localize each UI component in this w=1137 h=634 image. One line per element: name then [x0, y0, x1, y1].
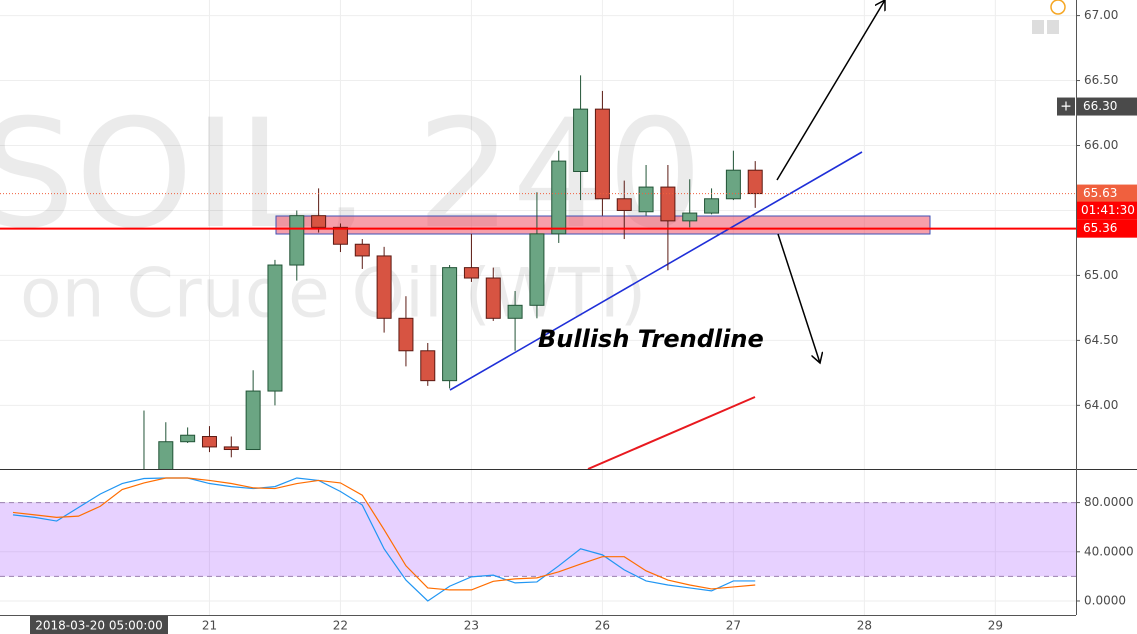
candle-body: [616, 198, 632, 211]
candle-body: [725, 169, 741, 200]
candle-body: [463, 267, 479, 279]
candle-body: [573, 108, 589, 172]
candle-body: [594, 108, 610, 200]
y-tick-label: 40.0000: [1084, 544, 1134, 558]
price-label-box: [1077, 97, 1137, 116]
candle-body: [289, 215, 305, 266]
candle-body: [442, 267, 458, 382]
crosshair-plus-box: [1057, 97, 1075, 116]
candle-body: [267, 264, 283, 392]
candle-body: [747, 169, 763, 195]
y-tick-label: 66.00: [1084, 138, 1118, 152]
y-tick-label: 80.0000: [1084, 495, 1134, 509]
y-tick-label: 64.50: [1084, 333, 1118, 347]
x-tick-label: 28: [857, 619, 872, 633]
candle-body: [529, 233, 545, 306]
x-tick-label: 29: [988, 619, 1003, 633]
candle-body: [660, 186, 676, 222]
candle-body: [398, 317, 414, 352]
watermark-name: on Crude Oil (WTI): [20, 255, 646, 334]
candle-body: [354, 243, 370, 257]
y-tick-label: 67.00: [1084, 8, 1118, 22]
grid-layer: [0, 0, 1076, 615]
candle-body: [180, 434, 196, 443]
y-tick-label: 66.50: [1084, 73, 1118, 87]
price-pane: [0, 0, 1076, 469]
price-label-box: [1077, 184, 1137, 203]
stoch-line: [12, 477, 756, 591]
y-tick-label: 64.00: [1084, 398, 1118, 412]
candle-body: [682, 212, 698, 222]
candle-body: [311, 215, 327, 228]
price-label-box: [1077, 219, 1137, 238]
alert-icon[interactable]: [1050, 0, 1066, 15]
candle-body: [223, 446, 239, 451]
stoch-band: [0, 502, 1076, 577]
scale-icon[interactable]: [1047, 20, 1059, 34]
stochastic-pane: [12, 477, 756, 602]
x-tick-label: 27: [726, 619, 741, 633]
candle-body: [158, 441, 174, 469]
candle-body: [507, 304, 523, 319]
cursor-label: 2018-03-20 05:00:00: [35, 619, 162, 633]
price-label: 66.30: [1083, 99, 1117, 113]
x-tick-label: 23: [464, 619, 479, 633]
candle-body: [332, 226, 348, 245]
candle-body: [551, 160, 567, 235]
candle-body: [485, 277, 501, 319]
crosshair-plus: +: [1060, 99, 1072, 115]
scale-icon[interactable]: [1032, 20, 1044, 34]
price-label: 65.63: [1083, 186, 1117, 200]
candle-body: [201, 436, 217, 448]
annotation: Bullish Trendline: [538, 325, 764, 353]
cursor-box: [30, 616, 168, 634]
candle-body: [420, 350, 436, 382]
stoch-line: [12, 477, 756, 602]
candle-body: [704, 198, 720, 214]
countdown: 01:41:30: [1081, 203, 1135, 217]
y-tick-label: 65.00: [1084, 268, 1118, 282]
x-tick-label: 21: [202, 619, 217, 633]
red-line: [587, 396, 756, 469]
down-arrow: [777, 233, 820, 363]
candle-body: [376, 255, 392, 319]
support-zone: [275, 215, 931, 235]
x-tick-label: 26: [595, 619, 610, 633]
candle-body: [245, 390, 261, 451]
up-arrow: [776, 0, 885, 181]
candle-body: [638, 186, 654, 213]
band-layer: [0, 502, 1076, 577]
x-tick-label: 22: [333, 619, 348, 633]
trendline: [449, 151, 863, 391]
countdown-box: [1077, 201, 1137, 220]
price-label: 65.36: [1083, 221, 1117, 235]
y-tick-label: 0.0000: [1084, 593, 1126, 607]
axis-layer: 2122232627282964.0064.5065.0065.5066.006…: [202, 8, 1137, 633]
